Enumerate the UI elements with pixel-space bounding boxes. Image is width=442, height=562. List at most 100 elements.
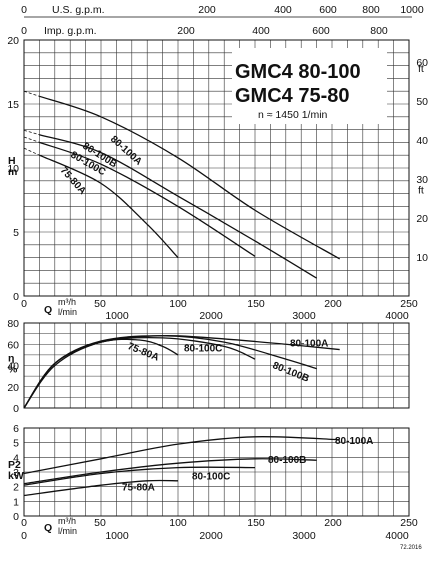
usgpm-tick: 600: [319, 4, 337, 16]
series-label-80-100B: 80-100B: [268, 455, 306, 466]
q-label: Q: [44, 304, 52, 316]
series-label-80-100C: 80-100C: [184, 344, 222, 355]
top-m3h-tick: 50: [94, 298, 106, 310]
bottom-m3h-tick: 200: [324, 517, 342, 529]
usgpm-tick: 400: [274, 4, 292, 16]
lmin-unit: l/min: [58, 307, 77, 317]
bottom-lmin-tick: 3000: [292, 530, 316, 542]
title-line1: GMC4 80-100: [235, 61, 361, 83]
top-lmin-tick: 3000: [292, 310, 316, 322]
series-label-80-100A: 80-100A: [290, 338, 328, 349]
y-tick-label: 10: [7, 163, 19, 175]
impgpm-tick: 0: [21, 25, 27, 37]
bottom-m3h-tick: 150: [247, 517, 265, 529]
y-axis-label: kW: [8, 470, 24, 482]
series-line-75-80A: [23, 338, 179, 409]
top-m3h-tick: 0: [21, 298, 27, 310]
y-tick-label: 15: [7, 99, 19, 111]
y-tick-label: 2: [13, 482, 19, 494]
usgpm-tick: 800: [362, 4, 380, 16]
usgpm-tick: 1000: [400, 4, 424, 16]
usgpm-label: U.S. g.p.m.: [52, 4, 105, 16]
series-line-80-100B: [39, 134, 317, 279]
y-right-tick-label: 50: [416, 96, 428, 108]
bottom-lmin-tick: 2000: [199, 530, 223, 542]
plot-frame: [23, 39, 410, 297]
y-tick-label: 60: [7, 339, 19, 351]
bottom-lmin-tick: 4000: [385, 530, 409, 542]
y-tick-label: 0: [13, 403, 19, 415]
y-axis-label: m: [8, 166, 17, 178]
y-right-axis-label: ft: [418, 185, 424, 197]
series-line-75-80A: [23, 479, 179, 497]
series-dashed-80-100B: [23, 129, 40, 136]
series-dashed-75-80A: [23, 147, 40, 156]
series-line-75-80A: [39, 154, 179, 259]
y-axis-label: η: [8, 353, 14, 365]
top-q-axis: Q m³/h l/min 0 50 100 150 200 250 1000 2…: [21, 297, 418, 322]
y-tick-label: 80: [7, 318, 19, 330]
top-m3h-tick: 150: [247, 298, 265, 310]
top-lmin-tick: 2000: [199, 310, 223, 322]
speed-label: n ≈ 1450 1/min: [258, 109, 328, 121]
bottom-m3h-tick: 250: [400, 517, 418, 529]
chart-code: 72.2016: [400, 545, 422, 551]
bottom-m3h-tick: 100: [169, 517, 187, 529]
title-line2: GMC4 75-80: [235, 85, 350, 107]
series-line-80-100C: [39, 141, 256, 257]
y-tick-label: 5: [13, 227, 19, 239]
impgpm-tick: 400: [252, 25, 270, 37]
impgpm-tick: 600: [312, 25, 330, 37]
usgpm-tick: 0: [21, 4, 27, 16]
y-right-tick-label: 30: [416, 174, 428, 186]
m3h-unit: m³/h: [58, 297, 76, 307]
top-m3h-tick: 100: [169, 298, 187, 310]
impgpm-tick: 200: [177, 25, 195, 37]
impgpm-axis: Imp. g.p.m. 0 200 400 600 800: [21, 25, 388, 37]
m3h-unit: m³/h: [58, 516, 76, 526]
y-tick-label: 4: [13, 452, 19, 464]
series-line-80-100A: [23, 436, 340, 475]
impgpm-tick: 800: [370, 25, 388, 37]
y-right-tick-label: 10: [416, 252, 428, 264]
bottom-lmin-tick: 0: [21, 530, 27, 542]
y-tick-label: 3: [13, 467, 19, 479]
series-label-80-100B: 80-100B: [271, 360, 311, 385]
top-m3h-tick: 250: [400, 298, 418, 310]
y-tick-label: 1: [13, 496, 19, 508]
series-label-75-80A: 75-80A: [122, 482, 155, 493]
top-lmin-tick: 1000: [105, 310, 129, 322]
y-right-axis-label: ft: [418, 63, 424, 75]
y-right-tick-label: 20: [416, 213, 428, 225]
title-box: GMC4 80-100 GMC4 75-80 n ≈ 1450 1/min: [232, 48, 387, 124]
y-axis-label: H: [8, 155, 16, 167]
y-axis-label: %: [8, 364, 18, 376]
y-tick-label: 40: [7, 361, 19, 373]
series-label-80-100C: 80-100C: [192, 471, 230, 482]
plot-frame: [23, 427, 410, 517]
bottom-m3h-tick: 50: [94, 517, 106, 529]
bottom-m3h-tick: 0: [21, 517, 27, 529]
y-axis-label: P2: [8, 459, 21, 471]
bottom-q-axis: Q m³/h l/min 0 50 100 150 200 250 0 1000…: [21, 516, 422, 551]
y-tick-label: 20: [7, 382, 19, 394]
series-label-80-100A: 80-100A: [335, 436, 373, 447]
series-line-80-100A: [39, 95, 341, 260]
impgpm-label: Imp. g.p.m.: [44, 25, 97, 37]
bottom-lmin-tick: 1000: [105, 530, 129, 542]
lmin-unit: l/min: [58, 526, 77, 536]
usgpm-tick: 200: [198, 4, 216, 16]
plot-frame: [23, 322, 410, 409]
series-dashed-80-100A: [23, 90, 40, 97]
y-tick-label: 6: [13, 423, 19, 435]
usgpm-axis: U.S. g.p.m. 0 200 400 600 800 1000: [21, 4, 424, 18]
top-lmin-tick: 4000: [385, 310, 409, 322]
y-right-tick-label: 60: [416, 57, 428, 69]
q-label: Q: [44, 522, 52, 534]
grid: [23, 322, 410, 409]
series-line-80-100C: [23, 466, 256, 486]
y-tick-label: 0: [13, 291, 19, 303]
